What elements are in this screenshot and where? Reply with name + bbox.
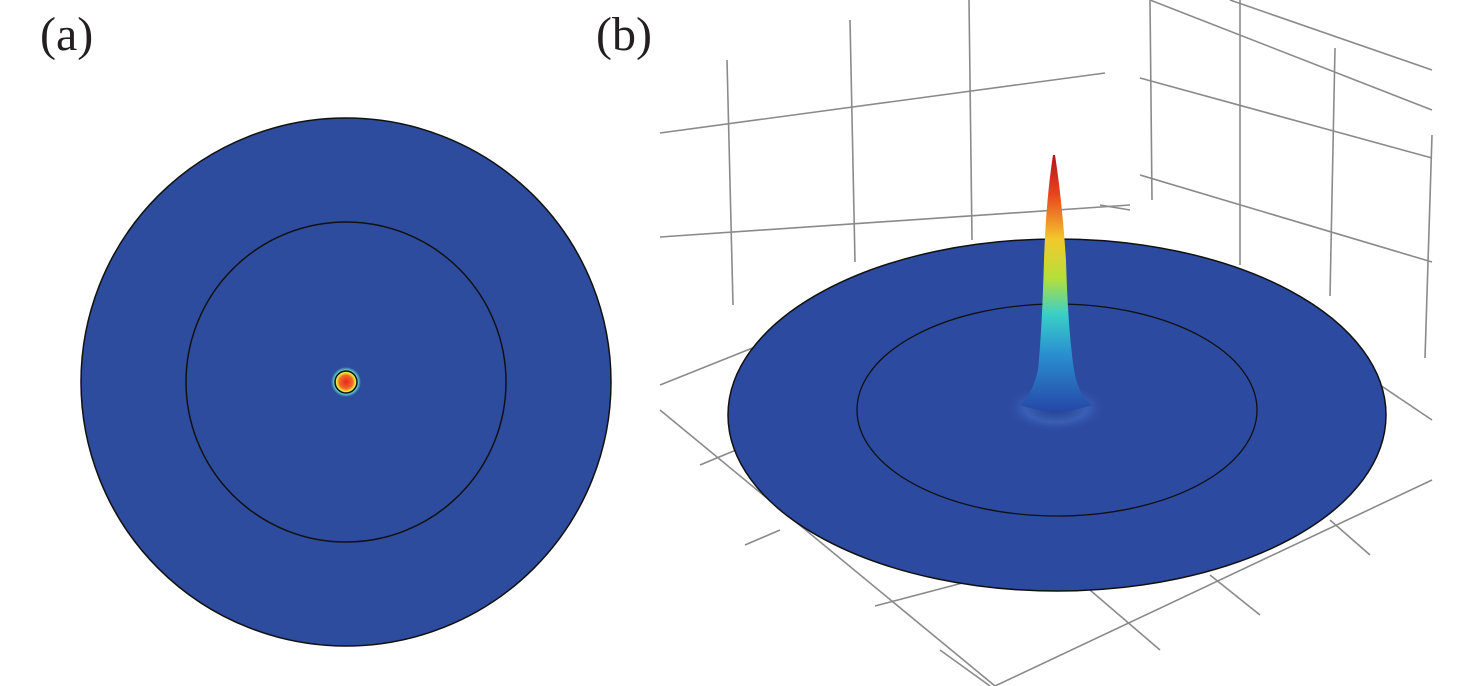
surface-3d [727, 155, 1387, 592]
top-view [80, 117, 612, 647]
panel-label: (a) [40, 8, 93, 61]
panel-label: (b) [596, 8, 652, 61]
grid-box [659, 0, 1433, 686]
